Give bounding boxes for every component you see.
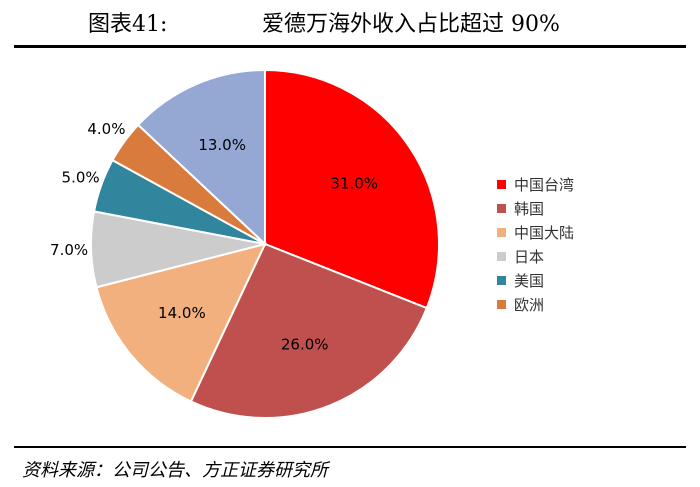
legend-label: 欧洲	[514, 295, 545, 314]
legend-label: 美国	[514, 271, 545, 290]
legend-swatch	[497, 203, 506, 213]
legend-label: 中国台湾	[514, 175, 575, 194]
data-label-4: 5.0%	[62, 169, 100, 187]
legend-item-1: 韩国	[497, 196, 574, 220]
legend-swatch	[497, 275, 506, 285]
data-label-2: 14.0%	[158, 304, 206, 322]
chart-title: 爱德万海外收入占比超过 90%	[262, 12, 560, 37]
pie-slice-1	[189, 242, 429, 420]
legend-item-0: 中国台湾	[497, 172, 574, 196]
legend-item-3: 日本	[497, 244, 574, 268]
legend-label: 韩国	[514, 199, 545, 218]
bottom-rule	[14, 446, 686, 448]
data-label-5: 4.0%	[87, 120, 125, 138]
legend-item-5: 欧洲	[497, 292, 574, 316]
legend-label: 日本	[514, 247, 545, 266]
top-rule	[14, 45, 686, 48]
legend-swatch	[497, 251, 506, 261]
pie-slice-0	[264, 68, 440, 310]
pie-slice-6	[136, 68, 266, 247]
legend-item-4: 美国	[497, 268, 574, 292]
data-label-1: 26.0%	[281, 335, 329, 353]
legend-item-2: 中国大陆	[497, 220, 574, 244]
data-label-6: 13.0%	[198, 136, 246, 154]
legend-swatch	[497, 179, 506, 189]
source-note: 资料来源：公司公告、方正证券研究所	[22, 460, 328, 481]
legend-swatch	[497, 227, 506, 237]
figure-header: 图表41: 爱德万海外收入占比超过 90%	[0, 0, 700, 44]
figure-label: 图表41:	[88, 12, 168, 37]
legend-label: 中国大陆	[514, 223, 575, 242]
legend: 中国台湾韩国中国大陆日本美国欧洲	[497, 172, 574, 316]
data-label-3: 7.0%	[50, 241, 88, 259]
data-label-0: 31.0%	[330, 174, 378, 192]
legend-swatch	[497, 299, 506, 309]
pie-slice-2	[95, 242, 267, 403]
